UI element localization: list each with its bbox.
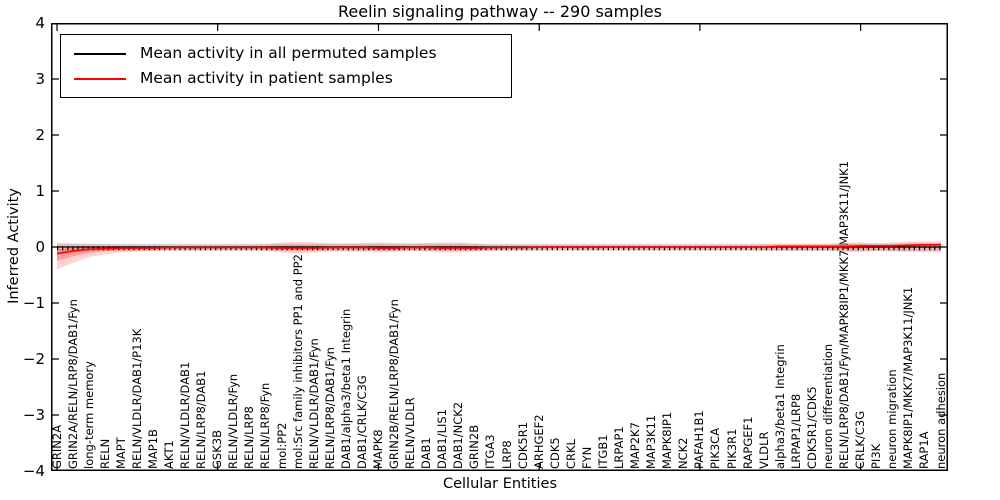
- legend-label-permuted: Mean activity in all permuted samples: [140, 44, 437, 62]
- y-tick-label: −2: [22, 350, 45, 368]
- plot-area: GRIN2A GRIN2A/RELN/LRP8/DAB1/Fyn long-term…: [50, 23, 948, 471]
- legend-label-patient: Mean activity in patient samples: [140, 69, 393, 87]
- y-tick-label: −1: [22, 294, 45, 312]
- y-tick-label: 3: [35, 70, 45, 88]
- y-tick-label: 1: [35, 182, 45, 200]
- y-tick-label: −3: [22, 406, 45, 424]
- patient-mean-line: [56, 244, 941, 255]
- y-tick-label: 2: [35, 126, 45, 144]
- plot-canvas: [51, 23, 948, 471]
- y-tick-label: 4: [35, 14, 45, 32]
- plot-spines: [51, 23, 948, 471]
- x-axis-label: Cellular Entities: [442, 476, 558, 492]
- y-tick-label: 0: [35, 238, 45, 256]
- chart-title: Reelin signaling pathway -- 290 samples: [338, 2, 662, 21]
- legend-item-patient: Mean activity in patient samples: [61, 66, 511, 91]
- axis-ticks: [52, 24, 947, 470]
- y-tick-label: −4: [22, 462, 45, 480]
- permuted-line-swatch-icon: [74, 52, 126, 55]
- legend: Mean activity in all permuted samples Me…: [60, 34, 512, 98]
- legend-item-permuted: Mean activity in all permuted samples: [61, 41, 511, 66]
- patient-line-swatch-icon: [74, 77, 126, 80]
